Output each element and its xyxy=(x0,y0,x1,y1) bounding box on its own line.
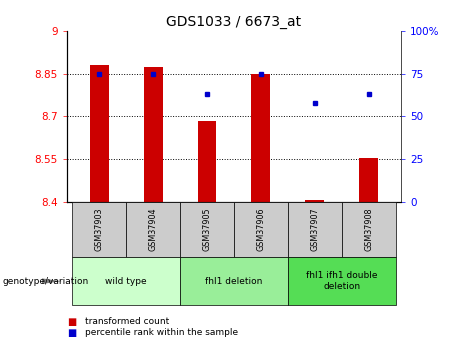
Text: GSM37905: GSM37905 xyxy=(202,208,212,251)
Text: percentile rank within the sample: percentile rank within the sample xyxy=(85,328,238,337)
Bar xyxy=(359,158,378,202)
Bar xyxy=(90,65,109,202)
Text: fhl1 deletion: fhl1 deletion xyxy=(205,277,263,286)
Text: GSM37906: GSM37906 xyxy=(256,208,266,251)
Text: transformed count: transformed count xyxy=(85,317,170,326)
Text: GSM37908: GSM37908 xyxy=(364,208,373,251)
Text: ■: ■ xyxy=(67,317,76,326)
Bar xyxy=(198,121,216,202)
Bar xyxy=(144,67,163,202)
Text: GSM37904: GSM37904 xyxy=(148,208,158,251)
Text: ■: ■ xyxy=(67,328,76,338)
Text: GSM37903: GSM37903 xyxy=(95,208,104,251)
Text: wild type: wild type xyxy=(105,277,147,286)
Text: GSM37907: GSM37907 xyxy=(310,208,319,251)
Bar xyxy=(252,74,270,202)
Bar xyxy=(305,200,324,202)
Text: genotype/variation: genotype/variation xyxy=(2,277,89,286)
Title: GDS1033 / 6673_at: GDS1033 / 6673_at xyxy=(166,14,301,29)
Text: fhl1 ifh1 double
deletion: fhl1 ifh1 double deletion xyxy=(306,272,378,291)
